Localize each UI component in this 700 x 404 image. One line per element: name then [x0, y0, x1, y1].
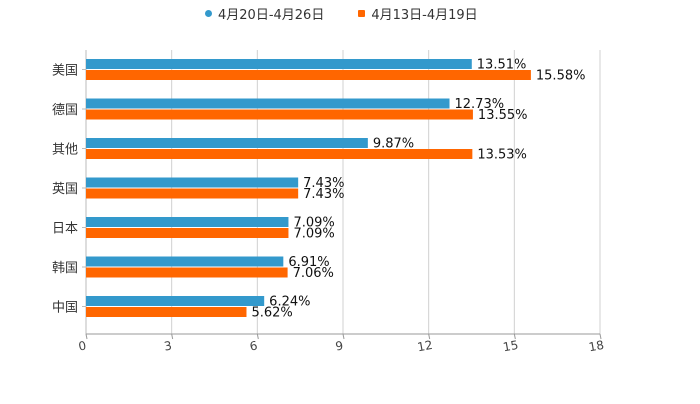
data-label-series-1: 9.87%	[373, 137, 414, 152]
category-label: 其他	[52, 143, 78, 158]
bar-series-2[interactable]	[86, 307, 247, 317]
bar-series-2[interactable]	[86, 70, 531, 80]
data-label-series-1: 13.51%	[477, 58, 527, 73]
bar-series-1[interactable]	[86, 98, 450, 109]
bar-series-2[interactable]	[86, 228, 289, 238]
bar-series-2[interactable]	[86, 188, 299, 199]
x-tick-label: 15	[502, 338, 519, 354]
x-tick-label: 0	[77, 339, 87, 354]
category-label: 德国	[52, 103, 78, 118]
x-tick-label: 12	[416, 338, 433, 354]
bar-series-2[interactable]	[86, 149, 473, 159]
data-label-series-2: 13.53%	[477, 148, 527, 163]
x-tick-mark	[513, 333, 516, 340]
data-label-series-1: 6.91%	[288, 255, 329, 270]
x-tick-mark	[342, 333, 345, 340]
x-tick-mark	[171, 333, 174, 340]
data-label-series-2: 5.62%	[251, 306, 292, 321]
x-tick-mark	[599, 333, 602, 340]
category-label: 韩国	[52, 261, 78, 276]
category-label: 美国	[52, 64, 78, 79]
data-label-series-1: 7.09%	[293, 216, 334, 231]
bar-series-1[interactable]	[86, 177, 299, 188]
legend-item-series-2[interactable]: 4月13日-4月19日	[358, 4, 478, 23]
category-label: 英国	[52, 182, 78, 197]
data-label-series-2: 13.55%	[478, 108, 528, 123]
category-label: 日本	[52, 222, 78, 237]
x-tick-label: 3	[163, 339, 173, 354]
legend-label-series-1: 4月20日-4月26日	[218, 8, 325, 23]
x-tick-label: 9	[334, 339, 344, 354]
data-label-series-1: 7.43%	[303, 176, 344, 191]
bar-series-1[interactable]	[86, 138, 368, 148]
legend-swatch-series-1	[205, 10, 212, 17]
bar-series-1[interactable]	[86, 217, 289, 227]
legend-swatch-series-2	[358, 10, 366, 17]
data-label-series-1: 6.24%	[269, 295, 310, 310]
data-label-series-2: 15.58%	[536, 69, 586, 84]
data-label-series-1: 12.73%	[455, 97, 505, 112]
bar-series-1[interactable]	[86, 256, 284, 267]
bar-series-2[interactable]	[86, 267, 288, 278]
x-tick-mark	[256, 333, 259, 340]
x-tick-mark	[85, 333, 88, 340]
category-label: 中国	[52, 301, 78, 316]
x-tick-label: 6	[249, 339, 259, 354]
legend-label-series-2: 4月13日-4月19日	[371, 8, 478, 23]
x-tick-mark	[428, 333, 431, 340]
data-label-series-2: 7.43%	[303, 187, 344, 202]
bar-series-2[interactable]	[86, 109, 473, 120]
legend: 4月20日-4月26日 4月13日-4月19日	[205, 4, 478, 23]
bar-series-1[interactable]	[86, 59, 472, 69]
data-label-series-2: 7.09%	[293, 227, 334, 242]
data-label-series-2: 7.06%	[293, 266, 334, 281]
x-tick-label: 18	[588, 338, 605, 354]
legend-item-series-1[interactable]: 4月20日-4月26日	[205, 4, 324, 23]
bar-series-1[interactable]	[86, 296, 265, 306]
